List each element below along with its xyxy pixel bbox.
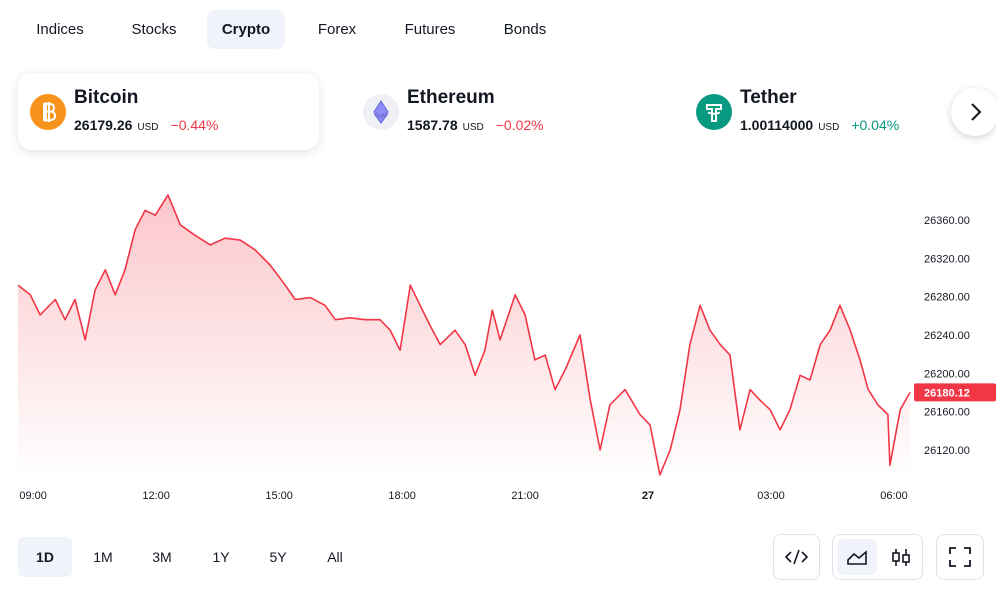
change: +0.04% <box>851 117 900 133</box>
tab[interactable]: Indices <box>36 21 84 38</box>
x-tick-label: 03:00 <box>757 490 785 502</box>
coin-icon <box>30 94 66 130</box>
quote-line: 1.00114000 USD +0.04% <box>740 117 899 133</box>
chart-type-group <box>832 534 923 580</box>
coin-name: Ethereum <box>407 87 495 108</box>
last-price-label: 26180.12 <box>924 387 970 399</box>
price: 1.00114000 <box>740 117 814 133</box>
unit: USD <box>462 122 484 133</box>
unit: USD <box>818 122 840 133</box>
price-line <box>17 194 911 476</box>
tab[interactable]: Crypto <box>206 10 286 49</box>
last-price-badge <box>914 383 996 402</box>
quote-line: 1587.78 USD −0.02% <box>407 117 544 133</box>
coin-circle <box>696 94 732 130</box>
area-type-button[interactable] <box>837 539 877 575</box>
candle-icon <box>892 549 910 566</box>
tab[interactable]: Stocks <box>131 21 177 38</box>
price: 1587.78 <box>407 117 458 133</box>
y-tick-label: 26200.00 <box>924 368 970 380</box>
tab[interactable]: Forex <box>317 21 357 38</box>
embed-button[interactable] <box>773 534 820 580</box>
candle-type-button[interactable] <box>881 539 921 575</box>
fullscreen-icon <box>949 547 971 567</box>
tab[interactable]: Bonds <box>503 21 547 38</box>
coin-name: Bitcoin <box>74 87 139 108</box>
range-button[interactable]: 3M <box>152 549 172 565</box>
chart: 26120.00 26160.00 26200.00 26240.00 26280.00… <box>17 194 996 502</box>
area-icon <box>847 550 867 565</box>
y-tick-label: 26160.00 <box>924 407 970 419</box>
coin-glyph <box>706 104 722 122</box>
tab[interactable]: Futures <box>404 21 456 38</box>
y-tick-label: 26320.00 <box>924 253 970 265</box>
price: 26179.26 <box>74 117 133 133</box>
ticker-card[interactable]: Ethereum 1587.78 USD −0.02% <box>351 73 652 150</box>
range-button[interactable]: 5Y <box>269 549 287 565</box>
x-tick-label: 15:00 <box>265 490 293 502</box>
x-tick-label: 06:00 <box>880 490 908 502</box>
range-button[interactable]: 1Y <box>212 549 230 565</box>
code-icon <box>784 549 809 565</box>
arrow-icon <box>971 103 982 121</box>
y-tick-label: 26120.00 <box>924 445 970 457</box>
range-button[interactable]: All <box>327 549 343 565</box>
range-button[interactable]: 1D <box>18 537 72 577</box>
coin-glyph <box>373 100 389 124</box>
quote-line: 26179.26 USD −0.44% <box>74 117 218 133</box>
coin-name: Tether <box>740 87 797 108</box>
range-button[interactable]: 1M <box>93 549 113 565</box>
coin-icon <box>363 94 399 130</box>
ticker-card[interactable]: Bitcoin 26179.26 USD −0.44% <box>18 73 319 150</box>
x-tick-label: 18:00 <box>388 490 416 502</box>
x-tick-label: 27 <box>642 490 654 502</box>
coin-icon <box>696 94 732 130</box>
ticker-card[interactable]: Tether 1.00114000 USD +0.04% <box>684 73 985 150</box>
y-tick-label: 26240.00 <box>924 330 970 342</box>
area <box>18 195 910 479</box>
x-tick-label: 09:00 <box>19 490 47 502</box>
y-tick-label: 26280.00 <box>924 292 970 304</box>
change: −0.44% <box>170 117 219 133</box>
next-button[interactable] <box>951 88 996 136</box>
y-tick-label: 26360.00 <box>924 215 970 227</box>
fullscreen-button[interactable] <box>936 534 984 580</box>
change: −0.02% <box>495 117 544 133</box>
unit: USD <box>137 122 159 133</box>
x-tick-label: 12:00 <box>142 490 170 502</box>
coin-glyph <box>43 102 57 122</box>
x-tick-label: 21:00 <box>511 490 539 502</box>
